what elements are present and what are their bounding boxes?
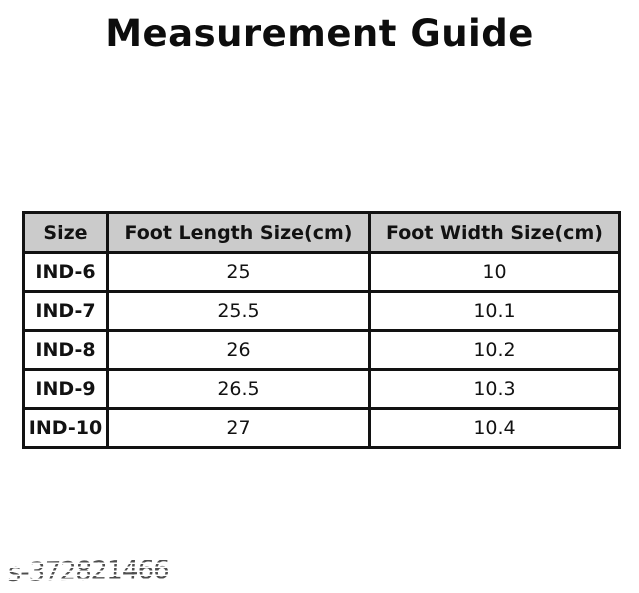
page-title: Measurement Guide bbox=[105, 12, 534, 55]
table-row: IND-10 27 10.4 bbox=[22, 407, 621, 449]
cell-foot-width: 10.3 bbox=[368, 368, 621, 410]
cell-size: IND-7 bbox=[22, 290, 109, 332]
cell-foot-length: 26.5 bbox=[106, 368, 371, 410]
cell-foot-length: 27 bbox=[106, 407, 371, 449]
cell-foot-length: 26 bbox=[106, 329, 371, 371]
header-size: Size bbox=[22, 211, 109, 254]
header-foot-length: Foot Length Size(cm) bbox=[106, 211, 371, 254]
cell-foot-width: 10.1 bbox=[368, 290, 621, 332]
cell-size: IND-10 bbox=[22, 407, 109, 449]
table-row: IND-8 26 10.2 bbox=[22, 329, 621, 371]
cell-foot-length: 25 bbox=[106, 251, 371, 293]
cell-size: IND-8 bbox=[22, 329, 109, 371]
header-foot-width: Foot Width Size(cm) bbox=[368, 211, 621, 254]
table-header-row: Size Foot Length Size(cm) Foot Width Siz… bbox=[22, 211, 621, 254]
table-row: IND-6 25 10 bbox=[22, 251, 621, 293]
cell-foot-width: 10.4 bbox=[368, 407, 621, 449]
table-row: IND-7 25.5 10.1 bbox=[22, 290, 621, 332]
cell-foot-length: 25.5 bbox=[106, 290, 371, 332]
cell-size: IND-9 bbox=[22, 368, 109, 410]
table-row: IND-9 26.5 10.3 bbox=[22, 368, 621, 410]
cell-foot-width: 10.2 bbox=[368, 329, 621, 371]
cell-foot-width: 10 bbox=[368, 251, 621, 293]
cell-size: IND-6 bbox=[22, 251, 109, 293]
watermark-text: s-372821466 bbox=[7, 555, 170, 588]
size-table: Size Foot Length Size(cm) Foot Width Siz… bbox=[22, 211, 621, 449]
